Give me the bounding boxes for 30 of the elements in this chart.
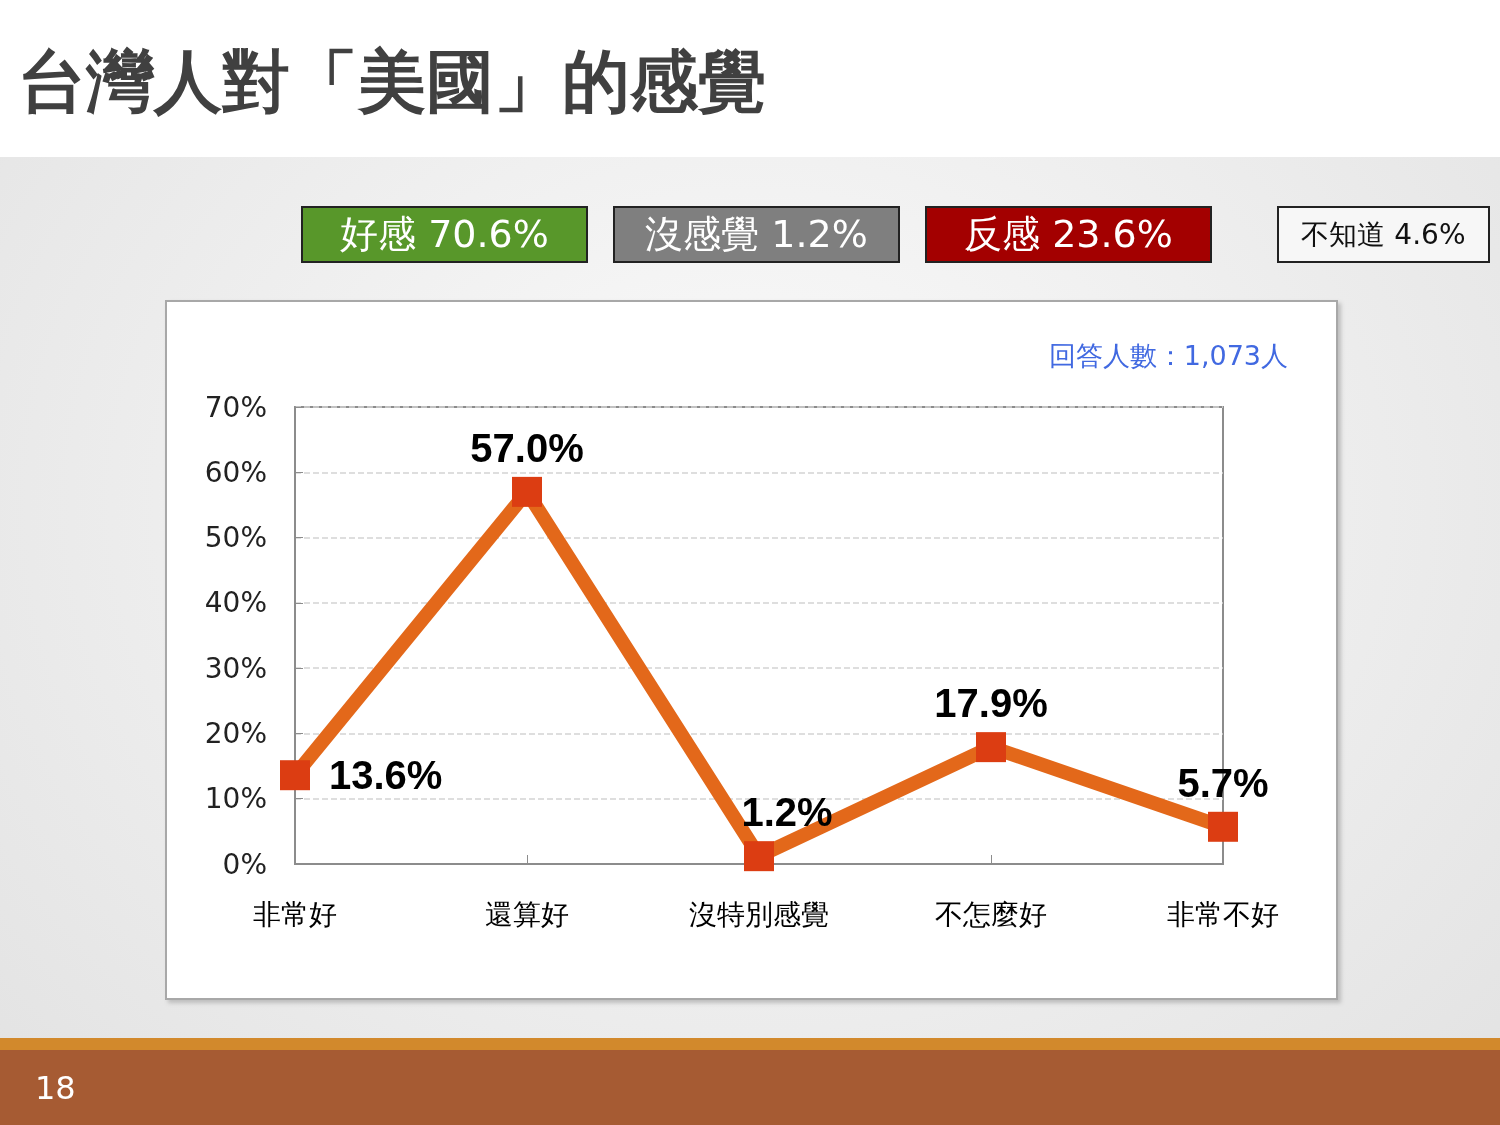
y-tick-label: 50%: [204, 521, 267, 555]
text: 18: [35, 1068, 76, 1108]
text: 反感 23.6%: [925, 206, 1212, 263]
point: [280, 760, 310, 791]
text: 沒感覺 1.2%: [613, 206, 900, 263]
point: [744, 841, 774, 872]
y-tick-label: 10%: [204, 782, 267, 816]
text: 不知道 4.6%: [1277, 206, 1490, 263]
chart-title: 台灣人對「美國」的感覺: [18, 41, 766, 123]
x-tick-label: 非常不好: [1167, 897, 1279, 931]
text: 好感 70.6%: [301, 206, 588, 263]
x-tick-label: 不怎麼好: [935, 897, 1047, 931]
x-tick-label: 沒特別感覺: [689, 897, 829, 931]
data-label: 57.0%: [470, 425, 584, 470]
y-tick-label: 20%: [204, 716, 267, 750]
data-label: 13.6%: [329, 753, 443, 798]
y-tick-label: 0%: [222, 847, 267, 881]
y-tick-label: 40%: [204, 586, 267, 620]
x-tick-label: 還算好: [485, 897, 569, 931]
x-tick-label: 非常好: [253, 897, 337, 931]
y-tick-label: 60%: [204, 455, 267, 489]
text: 回答人數：1,073人: [1048, 339, 1288, 373]
point: [976, 732, 1006, 763]
data-label: 5.7%: [1177, 760, 1269, 805]
point: [1208, 811, 1238, 842]
point: [512, 476, 542, 507]
y-tick-label: 70%: [204, 390, 267, 424]
y-tick-label: 30%: [204, 651, 267, 685]
data-label: 17.9%: [934, 681, 1048, 726]
data-label: 1.2%: [741, 790, 833, 835]
